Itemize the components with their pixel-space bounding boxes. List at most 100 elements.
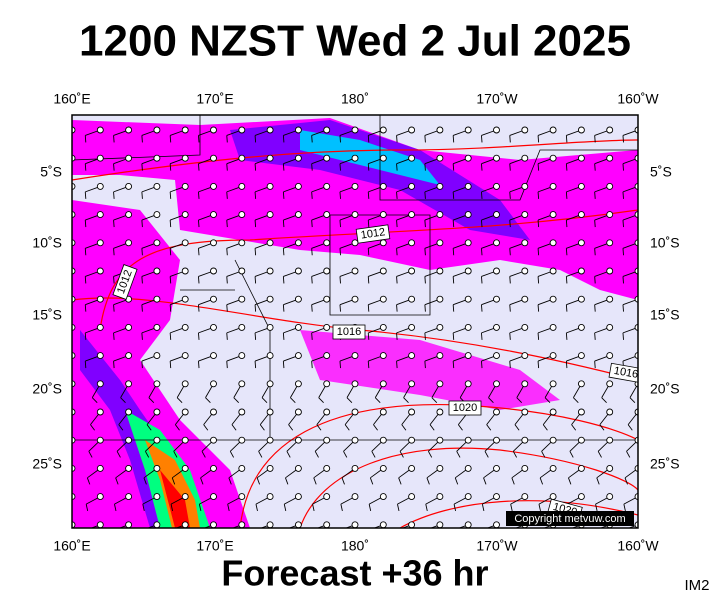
- station: [351, 154, 359, 162]
- station: [238, 239, 246, 247]
- barb-feather: [565, 304, 568, 312]
- lon-label: 160˚W: [617, 538, 659, 554]
- barb-feather: [367, 332, 370, 340]
- barb-feather: [311, 191, 313, 199]
- barb-feather: [318, 397, 324, 403]
- station: [408, 408, 416, 416]
- barb-feather: [339, 248, 341, 256]
- barb-feather: [57, 530, 58, 537]
- barb-feather: [539, 477, 544, 485]
- heavy-rain: [145, 440, 200, 528]
- barb-feather: [594, 135, 596, 143]
- barb-feather: [537, 220, 540, 228]
- heavy-rain: [160, 470, 190, 528]
- station: [436, 323, 444, 331]
- barb-feather: [452, 220, 455, 228]
- barb-shaft: [72, 383, 73, 385]
- barb-feather: [170, 504, 174, 512]
- station: [153, 521, 161, 528]
- station: [323, 267, 331, 275]
- station: [323, 239, 331, 247]
- station: [493, 352, 500, 360]
- station: [436, 436, 444, 444]
- barb-feather: [254, 191, 257, 199]
- station: [521, 239, 529, 247]
- barb-feather: [424, 163, 426, 171]
- barb-feather: [84, 191, 87, 199]
- station: [294, 436, 302, 444]
- barb-feather: [424, 135, 426, 143]
- barb-feather: [84, 361, 87, 369]
- barb-feather: [481, 504, 485, 512]
- barb-shaft: [72, 440, 73, 441]
- barb-feather: [622, 332, 624, 340]
- station: [549, 182, 557, 190]
- station: [436, 408, 444, 416]
- barb-feather: [565, 163, 568, 171]
- barb-feather: [595, 504, 598, 512]
- station: [549, 239, 557, 247]
- copyright: Copyright metvuw.com: [514, 513, 625, 525]
- station: [266, 436, 274, 444]
- barb-feather: [510, 504, 513, 512]
- station: [153, 239, 161, 247]
- barb-feather: [483, 477, 487, 485]
- station: [153, 323, 161, 331]
- barb-feather: [57, 192, 58, 199]
- barb-feather: [481, 332, 483, 340]
- barb-feather: [396, 276, 398, 284]
- barb-feather: [514, 424, 520, 431]
- barb-feather: [569, 451, 574, 458]
- wind-barbs: [57, 126, 638, 537]
- isobar-label: 1016: [337, 326, 361, 338]
- station: [210, 267, 217, 275]
- station: [181, 464, 189, 472]
- barb-feather: [141, 304, 143, 312]
- barb-feather: [311, 276, 313, 284]
- station: [549, 464, 557, 472]
- station: [577, 239, 585, 247]
- station: [210, 408, 217, 416]
- barb-feather: [226, 361, 228, 369]
- barb-feather: [282, 220, 285, 228]
- station: [464, 267, 472, 275]
- station: [464, 126, 472, 134]
- heavy-rain: [300, 130, 440, 185]
- station: [294, 521, 302, 528]
- barb-feather: [169, 248, 172, 256]
- barb-feather: [488, 397, 494, 403]
- barb-feather: [141, 135, 143, 143]
- station: [408, 154, 416, 162]
- station: [379, 436, 387, 444]
- station: [464, 521, 472, 528]
- station: [408, 380, 416, 388]
- barb-feather: [226, 220, 228, 228]
- station: [408, 239, 416, 247]
- station: [606, 436, 614, 444]
- barb-feather: [84, 163, 87, 171]
- barb-feather: [254, 248, 257, 256]
- station: [266, 521, 274, 528]
- station: [464, 211, 472, 219]
- station: [606, 323, 614, 331]
- barb-feather: [254, 220, 257, 228]
- barb-feather: [424, 361, 426, 369]
- barb-feather: [142, 504, 145, 512]
- station: [493, 126, 500, 134]
- station: [96, 211, 104, 219]
- station: [323, 521, 331, 528]
- station: [351, 126, 359, 134]
- lat-label: 10˚S: [32, 235, 62, 251]
- barb-feather: [538, 504, 541, 512]
- barb-feather: [173, 451, 178, 458]
- barb-feather: [537, 304, 540, 312]
- station: [549, 211, 557, 219]
- barb-shaft: [72, 496, 73, 498]
- station: [125, 352, 133, 360]
- station: [125, 323, 133, 331]
- barb-feather: [113, 135, 115, 143]
- barb-feather: [367, 163, 370, 171]
- station: [238, 295, 246, 303]
- station: [493, 154, 500, 162]
- barb-feather: [457, 424, 463, 431]
